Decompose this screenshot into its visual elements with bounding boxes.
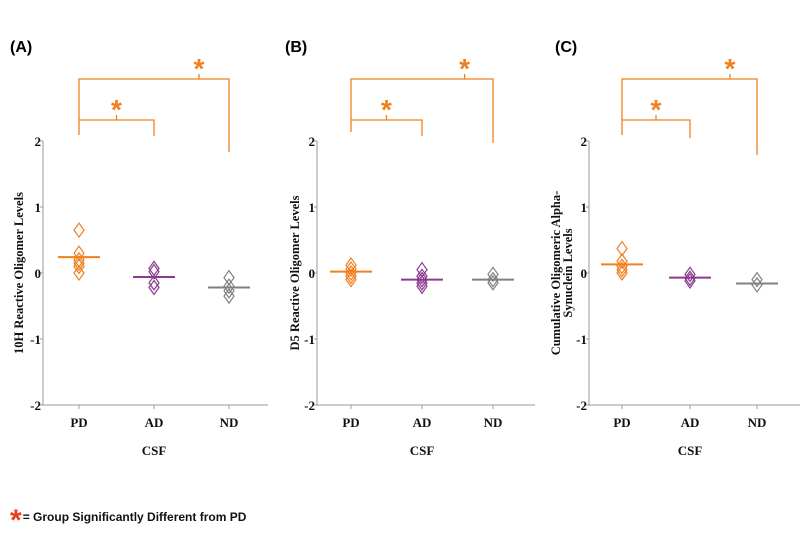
x-tick-label: ND: [484, 415, 503, 430]
significance-asterisk: *: [381, 94, 392, 125]
y-tick-label: -2: [30, 398, 41, 413]
data-point-pd: [345, 271, 357, 288]
y-tick-label: -1: [576, 332, 587, 347]
legend: * = Group Significantly Different from P…: [10, 505, 247, 536]
y-tick-label: -1: [30, 332, 41, 347]
data-point-pd: [73, 258, 85, 275]
data-point-nd: [487, 266, 499, 283]
significance-asterisk: *: [194, 53, 205, 84]
data-point-pd: [345, 261, 357, 278]
significance-asterisk: *: [111, 94, 122, 125]
legend-asterisk-icon: *: [10, 504, 22, 537]
y-axis-label: Cumulative Oligomeric Alpha-: [549, 191, 563, 356]
data-point-ad: [416, 278, 428, 295]
data-point-nd: [751, 271, 763, 288]
y-tick-label: 2: [581, 134, 588, 149]
legend-text: = Group Significantly Different from PD: [22, 510, 247, 524]
significance-bracket-pd-nd: [350, 78, 494, 143]
x-axis-label: CSF: [410, 443, 435, 458]
significance-bracket-pd-nd: [621, 78, 758, 155]
data-point-pd: [345, 268, 357, 285]
x-axis-label: CSF: [678, 443, 703, 458]
x-tick-label: PD: [70, 415, 87, 430]
data-point-nd: [223, 288, 235, 305]
y-tick-label: -2: [576, 398, 587, 413]
x-tick-label: PD: [613, 415, 630, 430]
significance-bracket-pd-nd: [78, 78, 230, 152]
data-point-nd: [487, 271, 499, 288]
significance-asterisk: *: [725, 53, 736, 84]
y-tick-label: 1: [309, 200, 316, 215]
data-point-ad: [416, 268, 428, 285]
y-tick-label: -1: [304, 332, 315, 347]
significance-asterisk: *: [459, 53, 470, 84]
panel-label: (C): [555, 39, 577, 56]
data-point-nd: [223, 278, 235, 295]
y-tick-label: 0: [581, 266, 588, 281]
data-point-pd: [616, 261, 628, 278]
y-tick-label: 0: [35, 266, 42, 281]
data-point-nd: [751, 276, 763, 293]
significance-asterisk: *: [651, 94, 662, 125]
y-tick-label: 2: [35, 134, 42, 149]
data-point-pd: [616, 240, 628, 257]
data-point-ad: [148, 279, 160, 296]
x-tick-label: PD: [342, 415, 359, 430]
y-tick-label: -2: [304, 398, 315, 413]
data-point-pd: [616, 264, 628, 282]
data-point-ad: [148, 274, 160, 291]
panel-label: (B): [285, 39, 307, 56]
data-point-nd: [223, 282, 235, 299]
y-axis-label: 10H Reactive Oligomer Levels: [12, 192, 26, 354]
data-point-ad: [684, 270, 696, 287]
data-point-ad: [684, 266, 696, 283]
x-axis-label: CSF: [142, 443, 167, 458]
y-tick-label: 1: [581, 200, 588, 215]
data-point-pd: [73, 222, 85, 239]
x-tick-label: AD: [681, 415, 700, 430]
data-point-nd: [223, 269, 235, 286]
data-point-ad: [148, 263, 160, 280]
x-tick-label: ND: [748, 415, 767, 430]
data-point-pd: [616, 253, 628, 270]
data-point-pd: [345, 264, 357, 282]
data-point-ad: [416, 271, 428, 288]
data-point-pd: [73, 255, 85, 272]
y-axis-label: D5 Reactive Oligomer Levels: [288, 195, 302, 350]
y-axis-label: Synuclein Levels: [561, 228, 575, 317]
x-tick-label: AD: [145, 415, 164, 430]
data-point-pd: [73, 264, 85, 282]
y-tick-label: 0: [309, 266, 316, 281]
x-tick-label: AD: [413, 415, 432, 430]
y-tick-label: 2: [309, 134, 316, 149]
panel-label: (A): [10, 39, 32, 56]
y-tick-label: 1: [35, 200, 42, 215]
x-tick-label: ND: [220, 415, 239, 430]
